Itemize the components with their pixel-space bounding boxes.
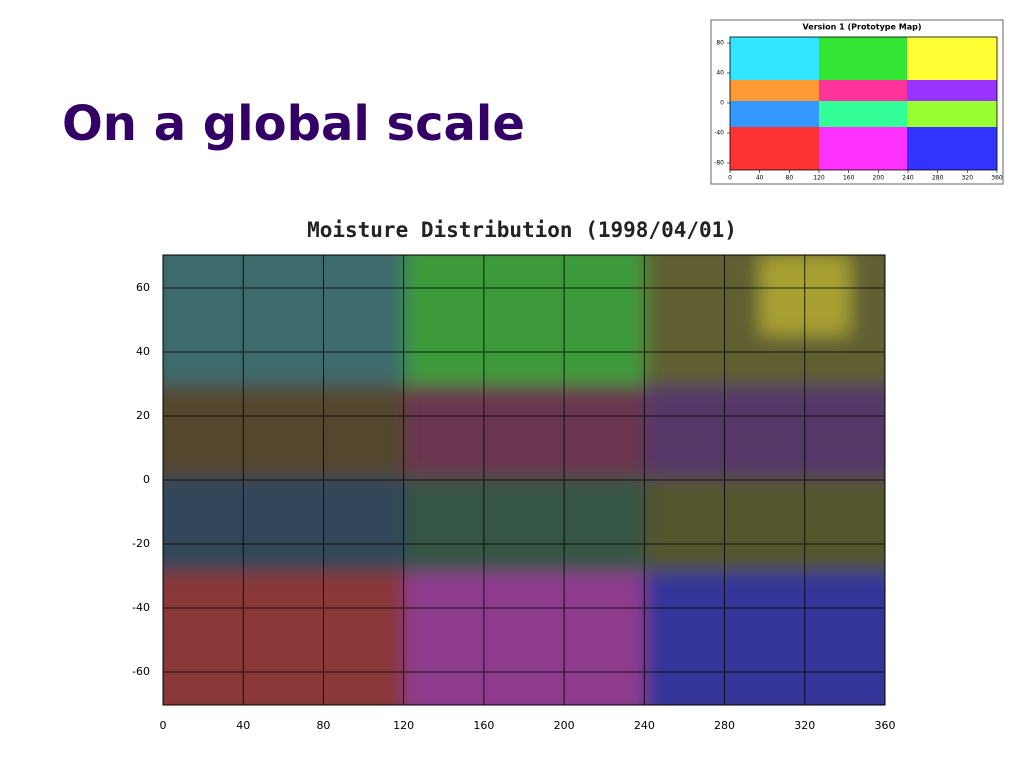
region — [819, 127, 907, 170]
region — [163, 385, 405, 477]
y-tick-label: -40 — [714, 130, 724, 137]
x-tick-label: 0 — [160, 719, 167, 732]
x-tick-label: 240 — [902, 175, 914, 182]
region — [819, 101, 907, 127]
region — [163, 477, 405, 572]
region — [405, 385, 645, 477]
y-tick-label: 60 — [136, 281, 150, 294]
y-tick-label: -80 — [714, 160, 724, 167]
map — [163, 255, 885, 705]
y-tick-label: 40 — [716, 70, 724, 77]
region — [907, 37, 997, 80]
region — [730, 127, 819, 170]
y-tick-label: -60 — [132, 665, 150, 678]
region — [645, 385, 885, 477]
y-tick-label: 40 — [136, 345, 150, 358]
y-tick-label: 20 — [136, 409, 150, 422]
x-tick-label: 40 — [236, 719, 250, 732]
x-tick-label: 160 — [473, 719, 494, 732]
x-tick-label: 160 — [843, 175, 855, 182]
x-tick-label: 280 — [714, 719, 735, 732]
inset-map: Version 1 (Prototype Map) 80 40 0 -40 -80 0 40… — [710, 19, 1004, 185]
region — [405, 572, 645, 705]
inset-title: Version 1 (Prototype Map) — [803, 23, 922, 32]
x-tick-label: 0 — [728, 175, 732, 182]
region — [730, 101, 819, 127]
map-title: Moisture Distribution (1998/04/01) — [307, 218, 737, 242]
y-tick-label: 0 — [143, 473, 150, 486]
y-tick-label: -40 — [132, 601, 150, 614]
x-tick-label: 120 — [813, 175, 825, 182]
slide-title: On a global scale — [62, 96, 525, 152]
x-tick-label: 280 — [932, 175, 944, 182]
x-tick-label: 80 — [316, 719, 330, 732]
map-frame — [162, 254, 886, 706]
x-tick-label: 200 — [554, 719, 575, 732]
inset-axes: 80 40 0 -40 -80 0 40 80 120 160 200 240 280 320 360 — [714, 40, 1003, 182]
region — [163, 255, 405, 385]
inset-regions — [730, 37, 997, 170]
region — [730, 80, 819, 101]
inset-plot-frame — [729, 36, 998, 171]
x-tick-label: 120 — [393, 719, 414, 732]
x-tick-label: 240 — [634, 719, 655, 732]
y-tick-label: -20 — [132, 537, 150, 550]
region — [907, 127, 997, 170]
region — [819, 80, 907, 101]
region — [163, 572, 405, 705]
x-tick-label: 360 — [875, 719, 896, 732]
x-tick-label: 320 — [962, 175, 974, 182]
x-tick-label: 200 — [873, 175, 885, 182]
map-grid — [163, 255, 885, 705]
region — [645, 477, 885, 572]
x-tick-label: 80 — [786, 175, 794, 182]
x-tick-label: 360 — [991, 175, 1003, 182]
moisture-field — [163, 255, 885, 705]
region — [819, 37, 907, 80]
region — [730, 37, 819, 80]
region — [645, 572, 885, 705]
region — [907, 80, 997, 101]
region — [405, 477, 645, 572]
region — [405, 255, 645, 385]
region — [907, 101, 997, 127]
x-tick-label: 320 — [794, 719, 815, 732]
x-tick-label: 40 — [756, 175, 764, 182]
y-tick-label: 0 — [720, 100, 724, 107]
y-tick-label: 80 — [716, 40, 724, 47]
